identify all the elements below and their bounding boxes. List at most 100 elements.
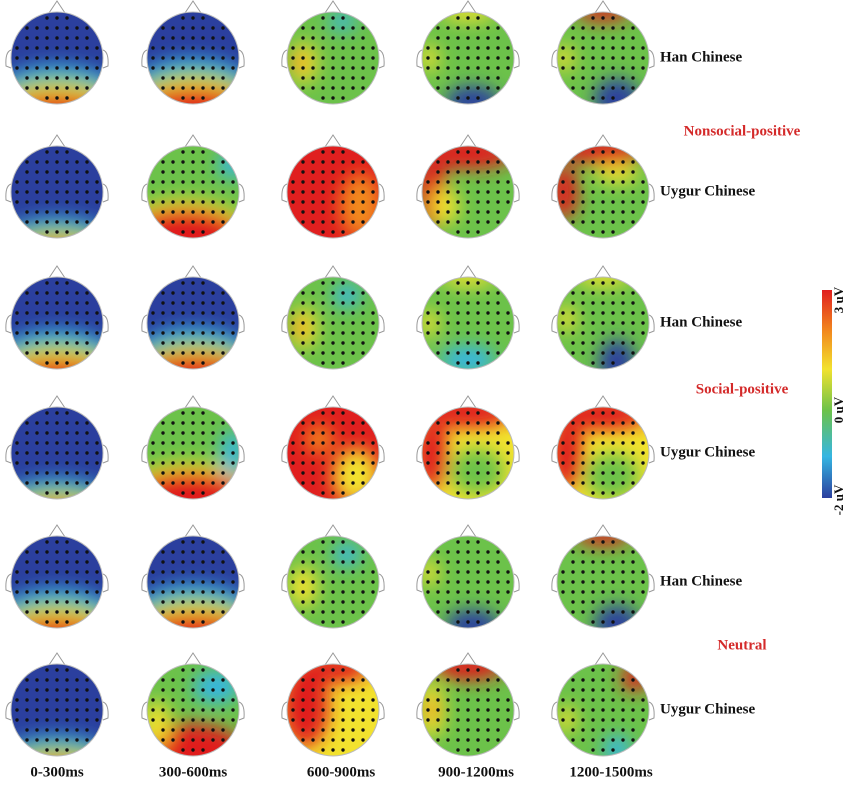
electrode [161,431,165,435]
electrode [591,26,595,30]
electrode [221,301,225,305]
electrode [466,421,470,425]
electrode [456,688,460,692]
electrode [65,230,69,234]
electrode [581,26,585,30]
electrode [496,200,500,204]
row-label: Uygur Chinese [660,183,755,199]
electrode [161,708,165,712]
blob [147,605,239,628]
electrode [591,708,595,712]
electrode [466,351,470,355]
electrode [291,190,295,194]
electrode [231,708,235,712]
electrode [621,200,625,204]
electrode [181,718,185,722]
electrode [361,688,365,692]
electrode [611,160,615,164]
electrode [456,291,460,295]
electrode [581,708,585,712]
electrode [466,471,470,475]
electrode [221,46,225,50]
electrode [476,291,480,295]
electrode [95,451,99,455]
electrode [161,451,165,455]
electrode [456,66,460,70]
electrode [75,481,79,485]
electrode [211,698,215,702]
electrode [55,230,59,234]
electrode [466,210,470,214]
electrode [301,580,305,584]
electrode [591,610,595,614]
electrode [436,36,440,40]
electrode [486,200,490,204]
electrode [361,291,365,295]
electrode [191,708,195,712]
electrode [611,291,615,295]
electrode [476,580,480,584]
electrode [75,718,79,722]
electrode [171,600,175,604]
electrode [181,550,185,554]
electrode [486,441,490,445]
topomap [5,395,109,500]
electrode [621,36,625,40]
electrode [341,461,345,465]
blob [422,416,448,490]
electrode [201,351,205,355]
electrode [341,361,345,365]
electrode [85,678,89,682]
electrode [201,291,205,295]
electrode [591,688,595,692]
electrode [631,471,635,475]
electrode [211,550,215,554]
electrode [75,441,79,445]
electrode [25,86,29,90]
electrode [301,26,305,30]
electrode [571,86,575,90]
electrode [631,590,635,594]
electrode [466,281,470,285]
electrode [75,600,79,604]
electrode [446,451,450,455]
electrode [351,220,355,224]
electrode [191,461,195,465]
electrode [35,728,39,732]
electrode [331,678,335,682]
electrode [321,491,325,495]
electrode [601,590,605,594]
blob [557,304,576,333]
electrode [181,230,185,234]
electrode [476,620,480,624]
electrode [331,610,335,614]
electrode [291,451,295,455]
electrode [496,210,500,214]
electrode [486,351,490,355]
topomap [141,395,245,500]
electrode [191,540,195,544]
electrode [561,698,565,702]
electrode [446,708,450,712]
electrode [191,560,195,564]
electrode [55,481,59,485]
topomap [416,395,520,500]
electrode [181,180,185,184]
electrode [341,150,345,154]
electrode [591,491,595,495]
electrode [466,738,470,742]
electrode [456,200,460,204]
electrode [75,170,79,174]
electrode [85,341,89,345]
electrode [456,421,460,425]
electrode [45,600,49,604]
electrode [456,590,460,594]
electrode [601,718,605,722]
electrode [191,610,195,614]
electrode [45,301,49,305]
electrode [436,738,440,742]
ear [5,49,12,69]
electrode [581,610,585,614]
electrode [466,200,470,204]
electrode [571,76,575,80]
